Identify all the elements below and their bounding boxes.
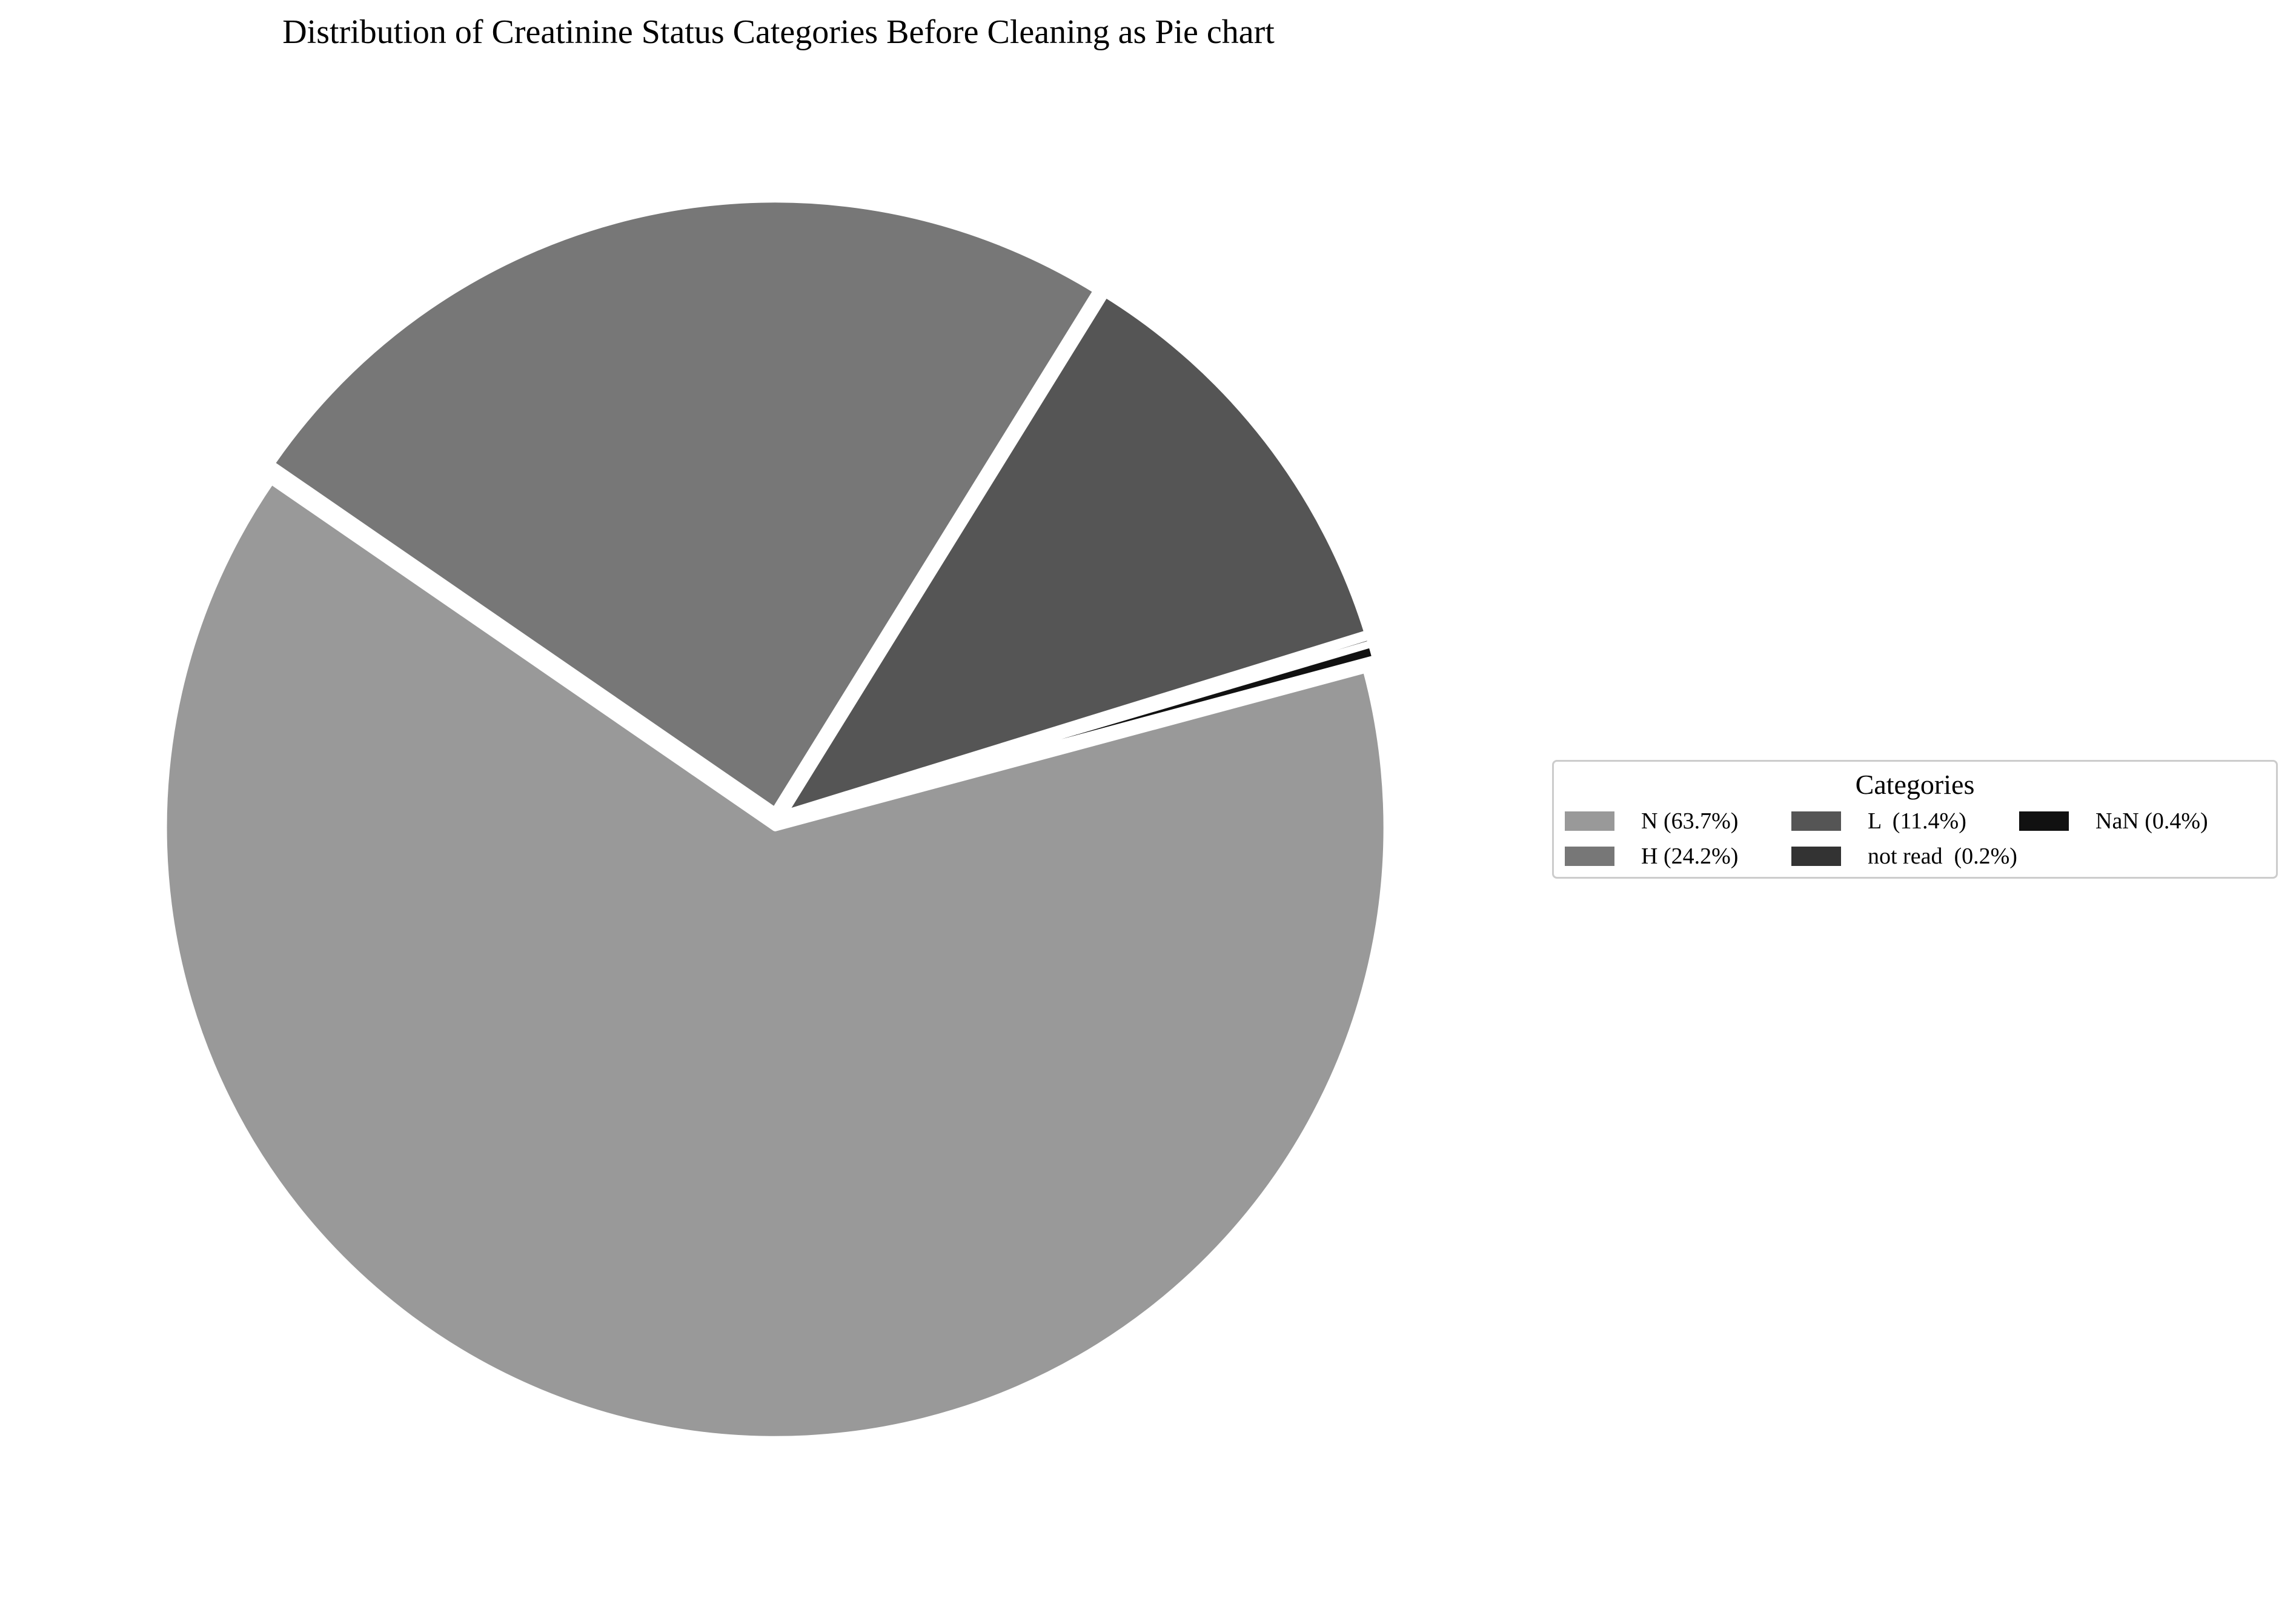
legend-title: Categories (1855, 769, 1975, 800)
legend-swatch-nan (2019, 811, 2069, 831)
pie-slice-l (780, 290, 1372, 818)
legend-label-n: N (63.7%) (1641, 808, 1739, 834)
legend-swatch-l (1791, 811, 1841, 831)
legend-swatch-not-read (1791, 847, 1841, 866)
legend-label-not-read: not read (0.2%) (1868, 844, 2017, 869)
legend-entry-l: L (11.4%) (1791, 808, 1966, 834)
pie-slice-nan (781, 640, 1380, 821)
legend-entry-h: H (24.2%) (1565, 843, 1738, 870)
legend-label-l: L (11.4%) (1868, 808, 1966, 834)
legend-entry-n: N (63.7%) (1565, 808, 1738, 834)
legend-entries: N (63.7%) H (24.2%) L (11.4%) not read (0.2… (1554, 762, 2276, 877)
legend-entry-nan: NaN (0.4%) (2019, 808, 2208, 834)
pie-slices (159, 195, 1391, 1443)
legend-label-h: H (24.2%) (1641, 844, 1739, 869)
chart-legend: Categories N (63.7%) H (24.2%) L (11.4%) no… (1552, 760, 2278, 879)
legend-label-nan: NaN (0.4%) (2095, 808, 2208, 834)
chart-title: Distribution of Creatinine Status Catego… (282, 13, 1275, 51)
pie-slice-h (267, 195, 1101, 815)
legend-swatch-h (1565, 847, 1614, 866)
pie-slice-n (159, 477, 1391, 1443)
legend-entry-not-read: not read (0.2%) (1791, 843, 2017, 870)
legend-swatch-n (1565, 811, 1614, 831)
